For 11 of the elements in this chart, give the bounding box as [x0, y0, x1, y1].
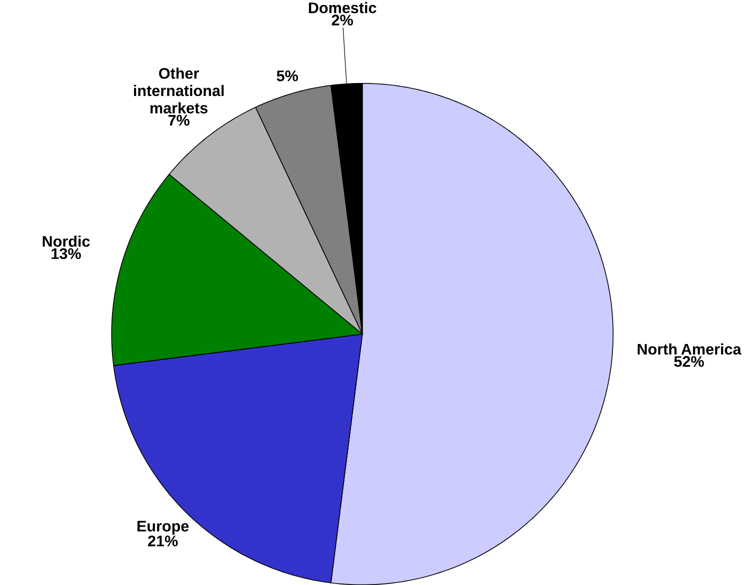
data-label: 2% — [332, 14, 353, 26]
slice-label: Other international markets — [134, 67, 224, 114]
slice-label: Nordic — [42, 235, 90, 247]
data-label: 52% — [674, 356, 704, 367]
slice-label: Europe — [138, 520, 189, 534]
slice-label: Domestic — [308, 2, 376, 14]
slice-label: North America — [638, 343, 742, 354]
data-label: 21% — [148, 535, 178, 546]
data-label: 5% — [276, 70, 298, 82]
data-label: 7% — [168, 114, 190, 126]
data-label: 13% — [52, 248, 81, 259]
